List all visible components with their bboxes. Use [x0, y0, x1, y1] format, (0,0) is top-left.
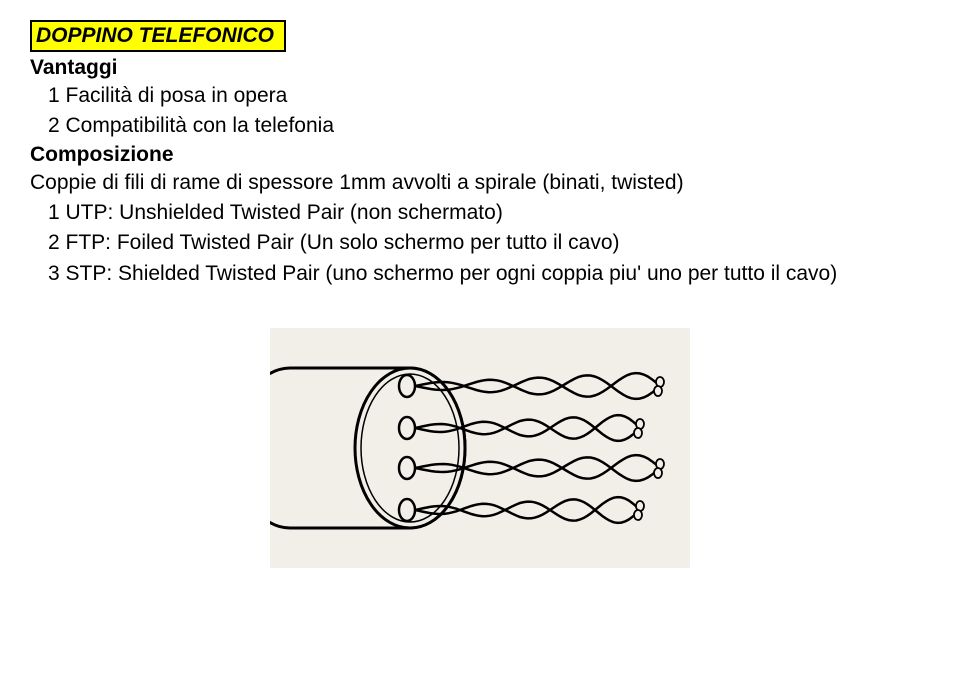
composition-heading: Composizione	[30, 143, 930, 167]
advantage-item-2: 2 Compatibilità con la telefonia	[48, 112, 930, 140]
composition-item-2: 2 FTP: Foiled Twisted Pair (Un solo sche…	[48, 229, 930, 257]
page-title: DOPPINO TELEFONICO	[36, 24, 274, 47]
advantage-item-1: 1 Facilità di posa in opera	[48, 82, 930, 110]
page-title-box: DOPPINO TELEFONICO	[30, 20, 286, 52]
cable-diagram-container	[30, 328, 930, 573]
composition-item-1: 1 UTP: Unshielded Twisted Pair (non sche…	[48, 199, 930, 227]
composition-item-3: 3 STP: Shielded Twisted Pair (uno scherm…	[48, 260, 930, 288]
cable-diagram	[270, 328, 690, 573]
twisted-pair-cable-icon	[270, 328, 690, 568]
composition-intro: Coppie di fili di rame di spessore 1mm a…	[30, 169, 930, 197]
advantages-heading: Vantaggi	[30, 56, 930, 80]
